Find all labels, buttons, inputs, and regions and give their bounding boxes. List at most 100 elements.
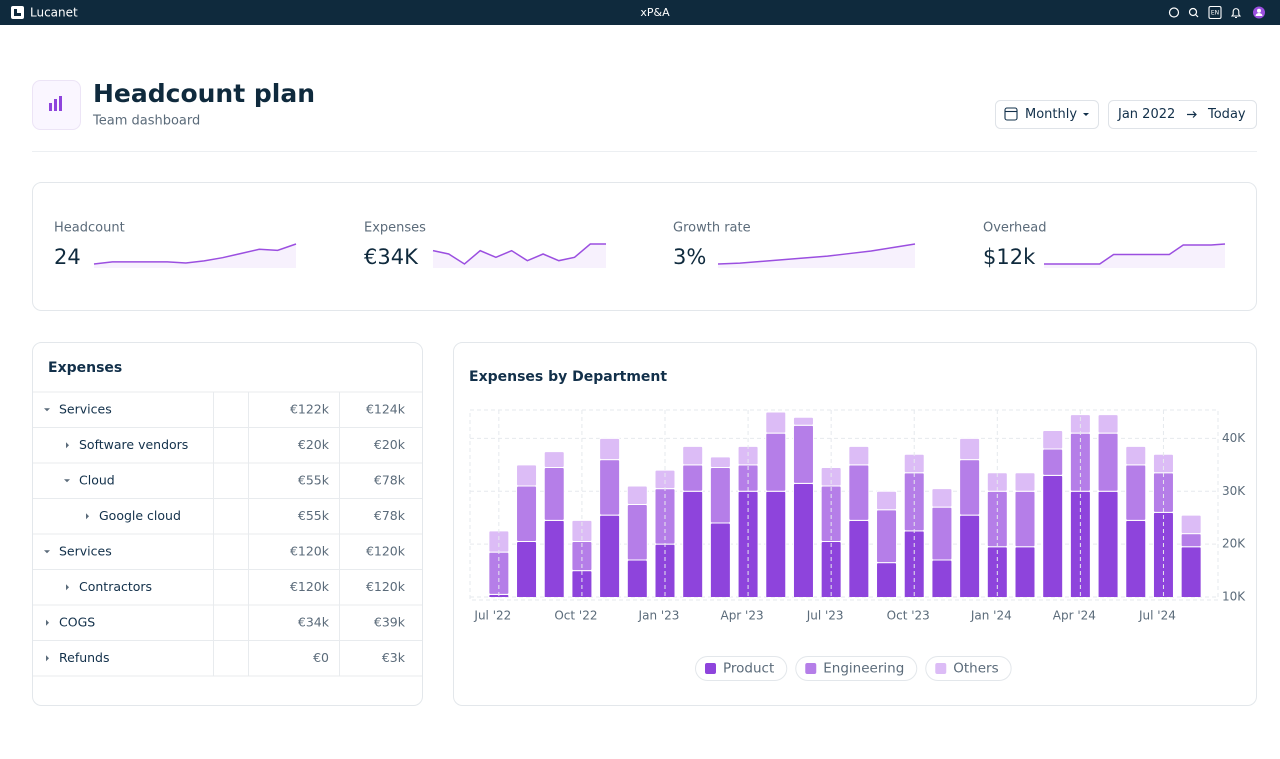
bar-segment (1125, 445, 1147, 466)
x-tick-label: Jan '23 (638, 609, 680, 623)
date-range[interactable] (1108, 100, 1257, 129)
bar-segment (1097, 432, 1119, 492)
top-bar (0, 0, 1280, 25)
bar-segment (709, 456, 731, 468)
y-tick-label: 20K (1222, 537, 1246, 551)
row-label: Software vendors (79, 437, 188, 452)
row-label: Google cloud (99, 508, 181, 523)
legend-item[interactable] (695, 656, 788, 681)
bar-segment (959, 459, 981, 516)
row-value: €122k (290, 401, 330, 416)
bar-segment (959, 437, 981, 461)
legend-label: Product (723, 661, 774, 677)
row-value: €39k (374, 614, 406, 629)
row-value: €3k (382, 650, 406, 665)
period-label: Monthly (1025, 107, 1077, 122)
row-value: €20k (298, 437, 330, 452)
y-tick-label: 30K (1222, 484, 1246, 498)
bar-segment (765, 411, 787, 434)
sparkline-area (1044, 244, 1225, 268)
search-icon[interactable] (1188, 7, 1199, 18)
page-title: Headcount plan (93, 79, 315, 108)
bar-segment (903, 453, 925, 474)
bar-segment (599, 459, 621, 516)
avatar-body (1255, 13, 1263, 16)
bar-segment (682, 445, 704, 466)
help-icon[interactable] (1168, 7, 1180, 18)
period-select[interactable] (995, 100, 1099, 129)
row-value: €34k (298, 614, 330, 629)
bar-segment (599, 437, 621, 461)
row-value: €55k (298, 472, 330, 487)
product-name: xP&A (640, 6, 670, 19)
legend-item[interactable] (795, 656, 918, 681)
bar-segment (1042, 448, 1064, 476)
row-toggle[interactable] (66, 442, 69, 449)
bar-segment (1125, 464, 1147, 521)
row-label: Services (59, 401, 112, 416)
bar-segment (1014, 472, 1036, 492)
language-badge[interactable] (1208, 5, 1222, 20)
legend-swatch (935, 663, 947, 674)
row-toggle[interactable] (66, 584, 69, 591)
y-tick-label: 40K (1222, 431, 1246, 445)
notification-icon[interactable] (1230, 8, 1242, 19)
row-label: Refunds (59, 650, 110, 665)
table-title: Expenses (48, 360, 122, 376)
bar-segment (516, 485, 538, 542)
plot-frame (469, 409, 1219, 601)
bar-segment (765, 432, 787, 492)
bar-segment (1180, 514, 1202, 535)
bar-segment (709, 467, 731, 524)
row-value: €78k (374, 508, 406, 523)
bar-segment (543, 451, 565, 468)
legend-item[interactable] (925, 656, 1012, 681)
sparkline (1044, 243, 1226, 265)
bar-segment (848, 464, 870, 521)
row-value: €55k (298, 508, 330, 523)
row-value: €78k (374, 472, 406, 487)
row-toggle[interactable] (46, 655, 49, 662)
row-value: €124k (366, 401, 406, 416)
x-tick-label: Jul '23 (806, 609, 844, 623)
bar-segment (931, 506, 953, 561)
bar-segment (488, 530, 510, 553)
bar-segment (682, 464, 704, 492)
bar-segment (792, 416, 814, 426)
kpi-label: Growth rate (673, 221, 751, 236)
header-icon (49, 96, 62, 111)
x-tick-label: Oct '22 (554, 609, 597, 623)
row-toggle[interactable] (86, 513, 89, 520)
row-toggle[interactable] (44, 408, 50, 412)
bar-segment (516, 464, 538, 487)
row-toggle[interactable] (44, 550, 50, 554)
bar-segment (543, 467, 565, 521)
sparkline-area (718, 244, 915, 268)
kpi-value: €34K (364, 245, 419, 269)
bar-segment (626, 485, 648, 505)
sparkline (717, 243, 916, 265)
sparkline (93, 243, 297, 265)
table-card (32, 342, 423, 706)
row-label: Contractors (79, 579, 152, 594)
row-value: €120k (290, 543, 330, 558)
y-tick-label: 10K (1222, 590, 1246, 604)
legend-label: Others (953, 661, 998, 677)
row-label: Cloud (79, 472, 115, 487)
bar-segment (876, 509, 898, 564)
bar-segment (1097, 414, 1119, 434)
row-toggle[interactable] (64, 479, 70, 483)
bar-segment (654, 469, 676, 490)
kpi-label: Expenses (364, 221, 426, 236)
x-tick-label: Apr '24 (1053, 609, 1096, 623)
kpi-value: 3% (673, 245, 706, 269)
bar-segment (1180, 533, 1202, 548)
bar-segment (792, 424, 814, 484)
x-tick-label: Jan '24 (970, 609, 1012, 623)
row-value: €0 (313, 650, 329, 665)
brand-name: Lucanet (30, 6, 78, 20)
calendar-icon (1004, 107, 1018, 121)
range-arrow (1187, 111, 1197, 118)
row-toggle[interactable] (46, 619, 49, 626)
